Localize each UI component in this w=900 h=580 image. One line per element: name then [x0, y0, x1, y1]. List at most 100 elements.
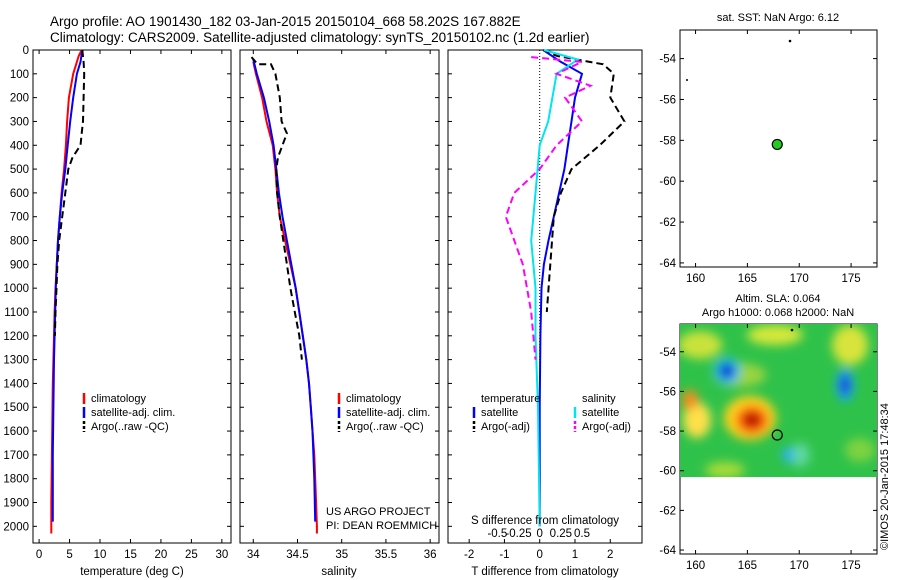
header-line-2: Climatology: CARS2009. Satellite-adjuste… — [50, 30, 590, 45]
difference-s-tick-label: -0.25 — [505, 528, 531, 540]
depth-tick-label: 500 — [10, 164, 29, 176]
difference-legend: temperature satellite Argo(-adj) salinit… — [472, 393, 631, 433]
temperature-legend-argo: Argo(..raw -QC) — [91, 421, 169, 433]
difference-t-tick-label: -2 — [464, 549, 474, 561]
temperature-x-tick-label: 5 — [66, 549, 72, 561]
difference-series-salinity-satellite — [530, 49, 581, 527]
difference-legend-salinity-title: salinity — [582, 393, 616, 405]
depth-tick-label: 1700 — [3, 450, 29, 462]
depth-tick-label: 100 — [10, 69, 29, 81]
sst_map-float-marker — [771, 138, 783, 151]
difference-s-tick-label: 0.25 — [550, 528, 572, 540]
sla_map-y-tick-label: -60 — [659, 466, 676, 478]
difference-x-label-top: S difference from climatology — [471, 515, 619, 527]
depth-tick-label: 1400 — [3, 378, 29, 390]
sla-map-dot — [790, 328, 794, 332]
depth-tick-label: 1500 — [3, 402, 29, 414]
sla_map-x-tick-label: 170 — [790, 560, 809, 572]
difference-legend-salinity-argo: Argo(-adj) — [582, 421, 631, 433]
sst-map-title: sat. SST: NaN Argo: 6.12 — [717, 12, 839, 24]
sla_map-x-tick-label: 165 — [738, 560, 757, 572]
temperature-plot-frame — [32, 49, 232, 544]
sst-map-dot — [788, 39, 792, 43]
sst_map-y-tick-label: -56 — [659, 94, 676, 106]
salinity-legend-satellite: satellite-adj. clim. — [346, 407, 430, 419]
difference-t-tick-label: 0 — [537, 549, 543, 561]
salinity-x-label: salinity — [321, 566, 356, 578]
sla-map-title-1: Altim. SLA: 0.064 — [736, 293, 821, 305]
difference-legend-temperature-title: temperature — [481, 393, 540, 405]
sst_map-y-tick-label: -58 — [659, 135, 676, 147]
salinity-series-climatology — [252, 61, 318, 534]
sst_map-x-tick-label: 165 — [738, 273, 757, 285]
project-annotation-line-1: US ARGO PROJECT — [326, 506, 431, 518]
depth-tick-label: 2000 — [3, 521, 29, 533]
depth-tick-label: 600 — [10, 188, 29, 200]
depth-tick-label: 1100 — [4, 307, 29, 319]
temperature-series-satellite-adj-clim — [51, 49, 84, 522]
depth-tick-label: 0 — [23, 45, 29, 57]
temperature-x-tick-label: 20 — [155, 549, 168, 561]
difference-s-tick-label: -0.5 — [487, 528, 507, 540]
depth-tick-label: 1800 — [3, 474, 29, 486]
difference-series-salinity-argo-adj — [504, 56, 594, 360]
temperature-series-argo-raw-qc — [53, 49, 86, 336]
copyright-label: ©IMOS 20-Jan-2015 17:48:34 — [879, 403, 891, 550]
sst_map-x-tick-label: 175 — [841, 273, 860, 285]
depth-tick-label: 1600 — [3, 426, 29, 438]
salinity-series-satellite-adj-clim — [252, 59, 317, 522]
project-annotation-line-2: PI: DEAN ROEMMICH — [326, 520, 437, 532]
temperature-x-tick-label: 25 — [185, 549, 198, 561]
depth-tick-label: 700 — [10, 212, 29, 224]
salinity-legend-argo: Argo(..raw -QC) — [346, 421, 424, 433]
salinity-series-argo-raw-qc — [250, 56, 303, 360]
sla_map-x-tick-label: 160 — [686, 560, 705, 572]
sla-map-title-2: Argo h1000: 0.068 h2000: NaN — [702, 307, 854, 319]
difference-s-tick-label: 0 — [537, 528, 543, 540]
sla_map-float-marker — [771, 429, 783, 441]
difference-x-label: T difference from climatology — [471, 566, 618, 578]
difference-series-temperature-satellite — [538, 49, 584, 527]
difference-s-tick-label: 0.5 — [574, 528, 590, 540]
difference-plot-frame — [447, 49, 643, 544]
temperature-x-tick-label: 15 — [124, 549, 137, 561]
sst_map-y-tick-label: -62 — [659, 217, 676, 229]
difference-t-tick-label: 1 — [572, 549, 578, 561]
depth-tick-label: 300 — [10, 116, 29, 128]
difference-legend-salinity-satellite: satellite — [582, 407, 619, 419]
depth-tick-label: 900 — [10, 259, 29, 271]
depth-tick-label: 200 — [10, 93, 29, 105]
depth-tick-label: 400 — [10, 140, 29, 152]
sst_map-y-tick-label: -60 — [659, 176, 676, 188]
depth-tick-label: 1900 — [3, 498, 29, 510]
depth-tick-label: 1200 — [3, 331, 29, 343]
header-line-1: Argo profile: AO 1901430_182 03-Jan-2015… — [50, 14, 521, 29]
depth-tick-label: 1300 — [3, 355, 29, 367]
salinity-legend: climatology satellite-adj. clim. Argo(..… — [326, 393, 437, 532]
temperature-legend-satellite: satellite-adj. clim. — [91, 407, 175, 419]
sla_map-y-tick-label: -54 — [659, 347, 676, 359]
sst_map-y-tick-label: -64 — [659, 258, 676, 270]
sla-heatmap — [680, 324, 877, 477]
difference-t-tick-label: -1 — [499, 549, 509, 561]
temperature-x-tick-label: 10 — [94, 549, 107, 561]
sla_map-y-tick-label: -58 — [659, 426, 676, 438]
sla_map-y-tick-label: -62 — [659, 505, 676, 517]
sst_map-x-tick-label: 160 — [686, 273, 705, 285]
depth-tick-label: 1000 — [3, 283, 29, 295]
salinity-plot-frame — [239, 49, 440, 544]
salinity-x-tick-label: 35.5 — [375, 549, 397, 561]
sst_map-y-tick-label: -54 — [659, 54, 676, 66]
sst_map-x-tick-label: 170 — [790, 273, 809, 285]
difference-legend-temperature-satellite: satellite — [481, 407, 518, 419]
difference-series-temperature-argo-adj — [542, 49, 626, 313]
sla_map-x-tick-label: 175 — [841, 560, 860, 572]
sst-map-frame — [679, 29, 878, 268]
temperature-legend: climatology satellite-adj. clim. Argo(..… — [82, 393, 175, 433]
difference-legend-temperature-argo: Argo(-adj) — [481, 421, 530, 433]
salinity-x-tick-label: 34.5 — [286, 549, 308, 561]
sst-map-dot — [686, 79, 688, 81]
salinity-x-tick-label: 34 — [247, 549, 260, 561]
temperature-x-label: temperature (deg C) — [80, 566, 184, 578]
